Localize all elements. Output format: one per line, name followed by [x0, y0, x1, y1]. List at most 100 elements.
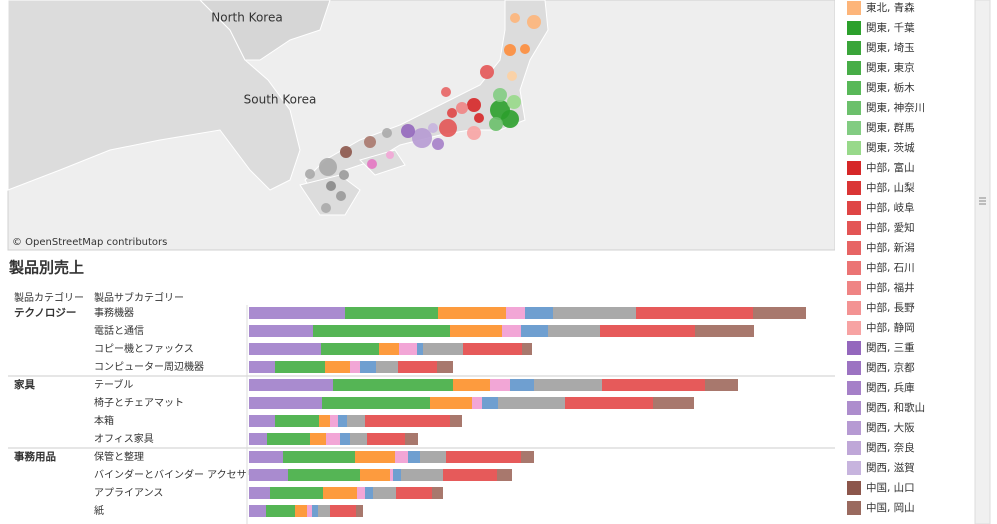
legend-swatch: [847, 121, 861, 135]
legend-swatch: [847, 461, 861, 475]
bar-segment: [322, 397, 430, 409]
subcategory-label: 電話と通信: [94, 324, 144, 337]
bar-segment: [249, 433, 267, 445]
bar-segment: [753, 307, 806, 319]
subcategory-label: バインダーとバインダー アクセサリー: [94, 468, 267, 481]
bar-segment: [600, 325, 695, 337]
legend-swatch: [847, 281, 861, 295]
map-point: [474, 113, 484, 123]
legend-swatch: [847, 401, 861, 415]
map-point: [504, 44, 516, 56]
map-point: [367, 159, 377, 169]
bar-segment: [288, 469, 360, 481]
legend-swatch: [847, 241, 861, 255]
legend-label: 関西, 奈良: [866, 441, 915, 454]
bar-segment: [498, 397, 565, 409]
legend-swatch: [847, 321, 861, 335]
legend-label: 中部, 長野: [866, 301, 915, 314]
map-point: [319, 158, 337, 176]
bar-segment: [249, 415, 275, 427]
map-point: [339, 170, 349, 180]
legend-swatch: [847, 141, 861, 155]
bar-segment: [408, 451, 420, 463]
bar-segment: [249, 361, 275, 373]
map-point: [382, 128, 392, 138]
bar-segment: [522, 343, 532, 355]
map-point: [321, 203, 331, 213]
map-point: [336, 191, 346, 201]
map-point: [428, 123, 438, 133]
bar-segment: [443, 469, 497, 481]
map-point: [447, 108, 457, 118]
legend-swatch: [847, 341, 861, 355]
bar-segment: [355, 451, 395, 463]
bar-segment: [356, 505, 363, 517]
category-label: テクノロジー: [14, 307, 76, 319]
bar-segment: [405, 433, 418, 445]
legend-label: 中国, 岡山: [866, 501, 915, 514]
legend-label: 関東, 埼玉: [866, 41, 915, 54]
map-point: [467, 98, 481, 112]
scrollbar[interactable]: [974, 0, 991, 524]
bar-segment: [266, 505, 295, 517]
legend-swatch: [847, 221, 861, 235]
bar-segment: [249, 487, 270, 499]
bar-segment: [347, 415, 365, 427]
legend-label: 関東, 栃木: [866, 81, 915, 94]
legend-label: 関西, 三重: [866, 341, 915, 354]
bar-segment: [338, 415, 347, 427]
map-point: [456, 102, 468, 114]
map-point: [401, 124, 415, 138]
map-attribution: © OpenStreetMap contributors: [12, 237, 167, 248]
bar-segment: [602, 379, 705, 391]
bar-segment: [249, 469, 288, 481]
land-north-korea: [199, 0, 331, 61]
bar-segment: [249, 343, 321, 355]
bar-segment: [249, 325, 313, 337]
legend-label: 東北, 青森: [866, 1, 915, 14]
bar-segment: [450, 325, 502, 337]
subcategory-label: 本箱: [94, 414, 114, 427]
legend-label: 関西, 滋賀: [866, 461, 915, 474]
legend-label: 関東, 群馬: [866, 121, 915, 134]
bar-segment: [307, 505, 312, 517]
category-label: 事務用品: [14, 450, 56, 463]
bar-segment: [506, 307, 525, 319]
legend-swatch: [847, 61, 861, 75]
legend-label: 中部, 山梨: [866, 181, 915, 194]
bar-segment: [450, 415, 462, 427]
subcategory-label: コピー機とファックス: [94, 342, 194, 355]
bar-segment: [321, 343, 379, 355]
bar-segment: [497, 469, 512, 481]
bar-segment: [705, 379, 738, 391]
bar-segment: [401, 469, 443, 481]
map-point: [441, 87, 451, 97]
bar-segment: [350, 433, 367, 445]
bar-segment: [275, 415, 319, 427]
land-kyushu: [299, 174, 361, 216]
subcategory-label: テーブル: [94, 378, 133, 391]
bar-segment: [463, 343, 522, 355]
legend-swatch: [847, 41, 861, 55]
bar-segment: [379, 343, 399, 355]
legend-label: 関東, 神奈川: [866, 101, 925, 114]
bar-segment: [453, 379, 490, 391]
subcategory-label: 事務機器: [94, 306, 134, 319]
legend-label: 中部, 富山: [866, 161, 915, 174]
bar-segment: [326, 433, 340, 445]
map-point: [467, 126, 481, 140]
bar-segment: [249, 307, 345, 319]
legend-swatch: [847, 301, 861, 315]
bar-segment: [249, 505, 266, 517]
legend-swatch: [847, 1, 861, 15]
subcategory-label: オフィス家具: [94, 432, 154, 445]
bar-segment: [360, 469, 390, 481]
map-point: [340, 146, 352, 158]
legend-swatch: [847, 481, 861, 495]
bar-segment: [323, 487, 357, 499]
bar-segment: [319, 415, 330, 427]
bar-segment: [275, 361, 325, 373]
bar-segment: [365, 415, 450, 427]
